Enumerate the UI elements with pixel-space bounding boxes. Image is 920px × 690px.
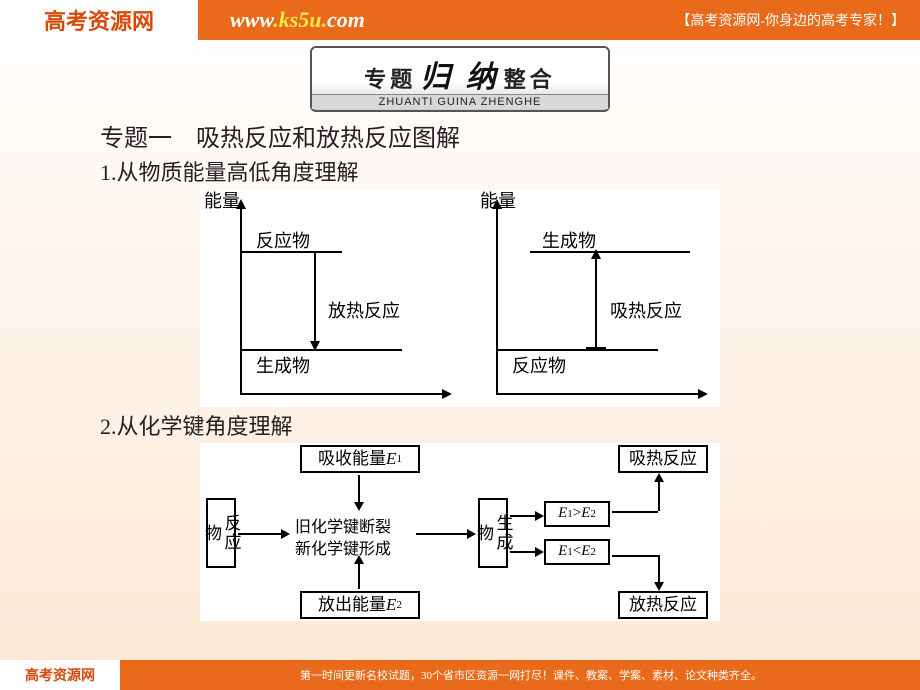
cond-gt-r: E: [581, 505, 590, 522]
product-label-right: 生成物: [542, 227, 596, 253]
cond-lt-rs: 2: [590, 546, 596, 559]
site-logo: 高考资源网: [0, 0, 200, 40]
exo-box: 放热反应: [618, 591, 708, 619]
x-axis-left: [240, 393, 450, 395]
product-line-left: [242, 349, 402, 351]
energy-diagram-row: 能量 反应物 生成物 放热反应 能量 生成物 反应物 吸热反应: [200, 189, 720, 407]
endo-box: 吸热反应: [618, 445, 708, 473]
endo-label: 吸热反应: [610, 297, 682, 323]
arrow-release-up: [358, 557, 360, 589]
badge-container: 专题 归 纳 整合 ZHUANTI GUINA ZHENGHE: [0, 46, 920, 112]
energy-arrow-left: [314, 251, 316, 349]
topic-badge: 专题 归 纳 整合 ZHUANTI GUINA ZHENGHE: [310, 46, 610, 112]
y-axis-right: [496, 201, 498, 395]
absorb-E-sub: 1: [396, 453, 402, 466]
badge-right: 整合: [504, 62, 556, 94]
y-axis-left: [240, 201, 242, 395]
y-axis-label-left: 能量: [204, 187, 240, 213]
badge-mid: 归 纳: [420, 52, 500, 96]
product-box: 生成物: [478, 498, 508, 568]
release-text: 放出能量: [318, 595, 386, 615]
header-tagline: 【高考资源网-你身边的高考专家！】: [676, 10, 905, 30]
exothermic-chart: 能量 反应物 生成物 放热反应: [204, 189, 460, 407]
endothermic-chart: 能量 生成物 反应物 吸热反应: [460, 189, 716, 407]
url-suffix: com: [327, 7, 365, 32]
cond-lt-l: E: [558, 543, 567, 560]
cond-lt-r: E: [581, 543, 590, 560]
footer-bar: 高考资源网 第一时间更新名校试题，30个省市区资源一网打尽！课件、教案、学案、素…: [0, 660, 920, 690]
cond-gt-box: E1>E2: [544, 501, 610, 527]
bond-flowchart: 反应物 生成物 吸收能量E1 放出能量E2 旧化学键断裂 新化学键形成 E1>E…: [200, 443, 720, 621]
site-logo-text: 高考资源网: [44, 4, 154, 36]
site-url: www.ks5u.com: [230, 7, 365, 33]
release-E-sub: 2: [396, 599, 402, 612]
cond-gt-op: >: [573, 505, 581, 522]
x-axis-right: [496, 393, 706, 395]
section2-title: 2.从化学键角度理解: [100, 409, 820, 441]
footer-logo: 高考资源网: [0, 660, 120, 690]
arrow-prod-cond-bot: [510, 551, 542, 553]
arrow-mid-prod: [416, 533, 474, 535]
footer-text: 第一时间更新名校试题，30个省市区资源一网打尽！课件、教案、学案、素材、论文种类…: [300, 667, 762, 683]
arrow-cond-exo-h: [612, 555, 658, 557]
energy-arrow-right: [595, 251, 597, 349]
arrow-prod-cond-top: [510, 515, 542, 517]
badge-pinyin: ZHUANTI GUINA ZHENGHE: [312, 94, 608, 109]
arrow-cond-exo: [658, 555, 660, 589]
arrow-react-mid: [238, 533, 288, 535]
absorb-E: E: [386, 449, 396, 469]
topic-title: 专题一 吸热反应和放热反应图解: [100, 118, 820, 153]
release-E: E: [386, 595, 396, 615]
cond-gt-l: E: [558, 505, 567, 522]
url-prefix: www: [230, 7, 273, 32]
absorb-box: 吸收能量E1: [300, 445, 420, 473]
reactant-box: 反应物: [206, 498, 236, 568]
arrow-cond-endo: [658, 475, 660, 511]
content-area: 专题一 吸热反应和放热反应图解 1.从物质能量高低角度理解 能量 反应物 生成物…: [0, 112, 920, 621]
badge-left: 专题: [364, 62, 416, 94]
product-label-left: 生成物: [256, 352, 310, 378]
new-bond-text: 新化学键形成: [295, 535, 391, 559]
url-mid: .ks5u.: [273, 7, 327, 32]
cond-gt-rs: 2: [590, 508, 596, 521]
cond-lt-box: E1<E2: [544, 539, 610, 565]
absorb-text: 吸收能量: [318, 449, 386, 469]
section1-title: 1.从物质能量高低角度理解: [100, 155, 820, 187]
old-bond-text: 旧化学键断裂: [295, 513, 391, 537]
reactant-line-right: [498, 349, 658, 351]
reactant-label-left: 反应物: [256, 227, 310, 253]
exo-label: 放热反应: [328, 297, 400, 323]
cond-lt-op: <: [573, 543, 581, 560]
header-bar: 高考资源网 www.ks5u.com 【高考资源网-你身边的高考专家！】: [0, 0, 920, 40]
arrow-absorb-down: [358, 475, 360, 509]
release-box: 放出能量E2: [300, 591, 420, 619]
badge-top-row: 专题 归 纳 整合: [312, 50, 608, 94]
reactant-label-right: 反应物: [512, 352, 566, 378]
footer-logo-text: 高考资源网: [25, 665, 95, 685]
arrow-cond-endo-h: [612, 511, 658, 513]
